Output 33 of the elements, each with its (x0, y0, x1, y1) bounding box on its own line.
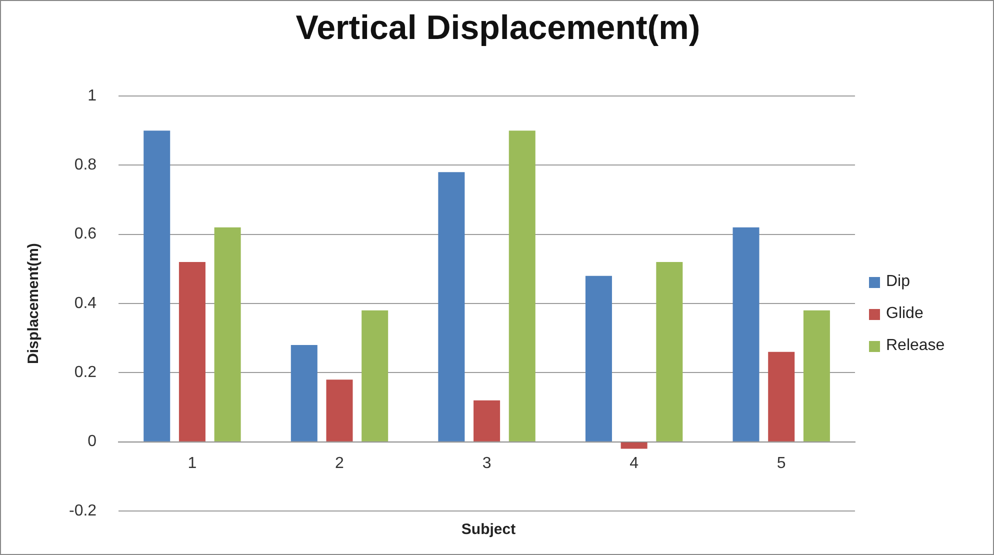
bar (438, 172, 465, 442)
y-tick-label: -0.2 (68, 502, 97, 520)
bar (732, 227, 760, 442)
legend-label: Release (886, 337, 945, 355)
y-axis-title: Displacement(m) (25, 243, 42, 364)
bar (803, 310, 830, 442)
legend-label: Glide (886, 305, 924, 323)
bar (362, 310, 388, 442)
x-tick-label: 3 (482, 454, 492, 472)
y-tick-label: 1 (88, 87, 97, 104)
bar (656, 262, 683, 442)
bar (144, 130, 170, 442)
x-tick-label: 5 (776, 454, 786, 472)
legend-label: Dip (886, 273, 910, 291)
bar (326, 380, 353, 442)
y-tick-label: 0.6 (74, 226, 97, 243)
bar (585, 276, 612, 442)
y-tick-label: 0.2 (74, 364, 97, 382)
x-tick-label: 1 (188, 454, 197, 472)
x-tick-label: 4 (630, 454, 639, 472)
y-tick-label: 0 (88, 433, 97, 450)
x-tick-label: 2 (335, 454, 344, 472)
bar (768, 352, 795, 442)
x-axis-title: Subject (460, 521, 517, 538)
bar (178, 262, 206, 442)
bar (508, 130, 536, 442)
bar (214, 227, 241, 442)
y-tick-label: 0.8 (74, 156, 97, 174)
chart-title: Vertical Displacement(m) (294, 9, 702, 48)
bar (474, 400, 500, 442)
bar (290, 345, 318, 442)
bar (620, 442, 648, 449)
y-tick-label: 0.4 (74, 294, 97, 312)
